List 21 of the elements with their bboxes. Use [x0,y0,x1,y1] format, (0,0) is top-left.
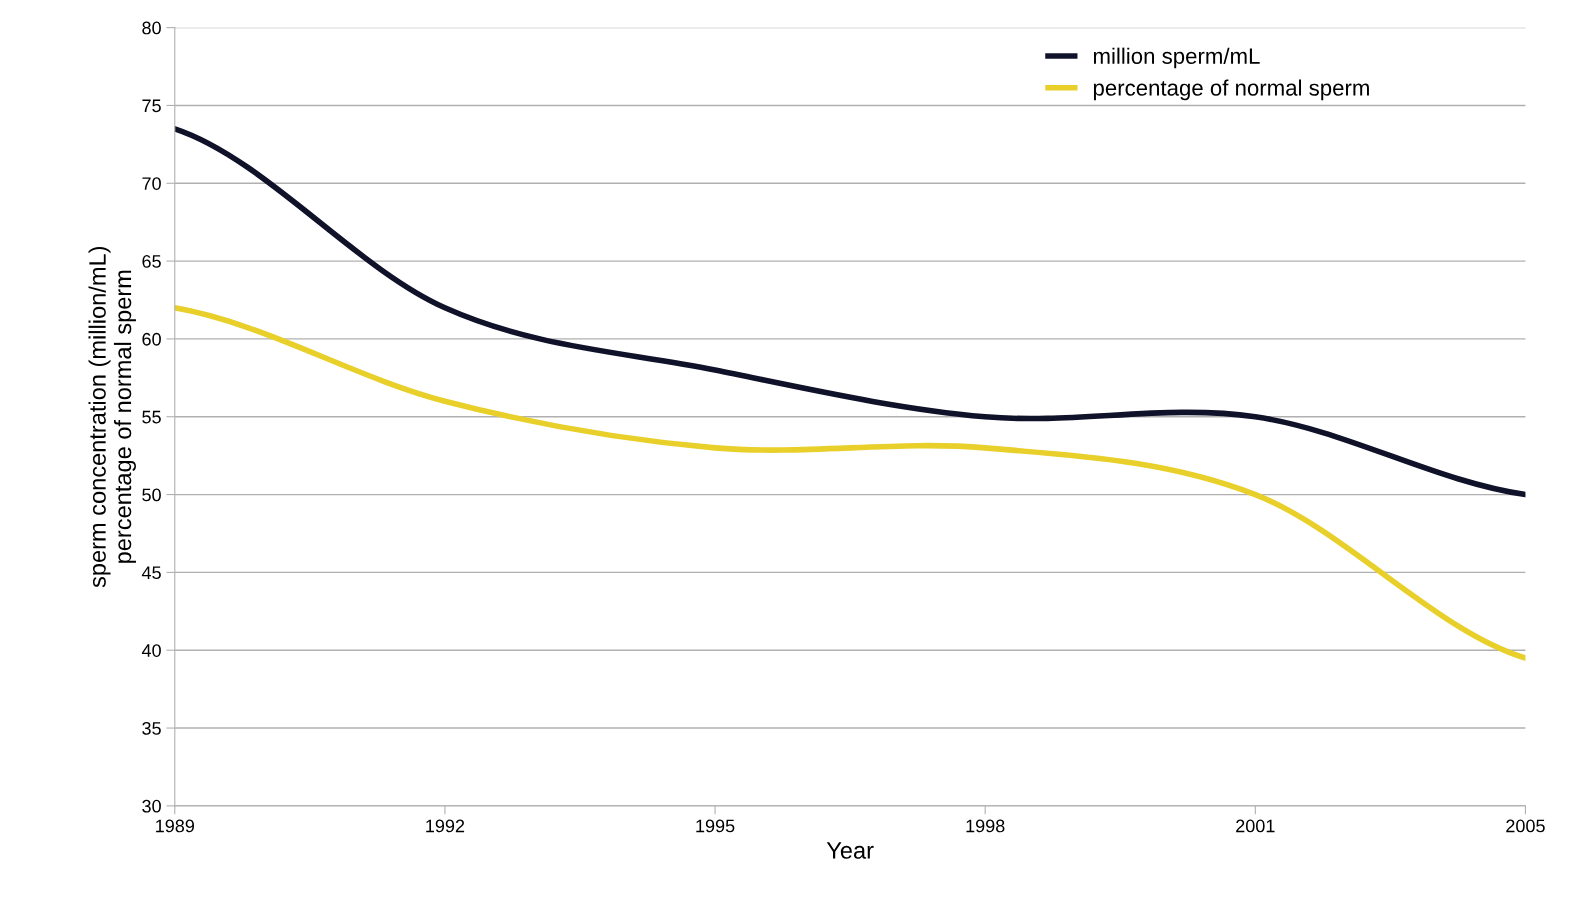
y-tick-label: 50 [142,488,161,502]
legend-label: million sperm/mL [1093,47,1260,69]
y-tick-label: 30 [142,799,161,813]
y-tick-label: 55 [142,410,161,424]
legend-label: percentage of normal sperm [1093,79,1369,101]
y-tick-label: 65 [142,255,161,268]
y-tick-label: 75 [142,99,161,113]
y-tick-label: 35 [142,721,161,735]
x-axis-title: Year [826,842,874,859]
y-tick-label: 80 [142,21,161,35]
x-tick-label: 1998 [966,819,1005,833]
x-tick-label: 1992 [426,819,465,833]
x-tick-label: 2001 [1236,819,1275,833]
x-tick-label: 1995 [696,819,735,833]
x-tick-label: 2005 [1506,819,1545,833]
y-tick-label: 60 [142,332,161,346]
y-tick-label: 45 [141,566,161,580]
y-tick-label: 40 [141,644,161,657]
y-axis-title: sperm concentration (million/mL) percentage of normal sperm [88,246,136,588]
y-tick-label: 70 [142,177,161,190]
x-tick-label: 1989 [156,819,195,833]
